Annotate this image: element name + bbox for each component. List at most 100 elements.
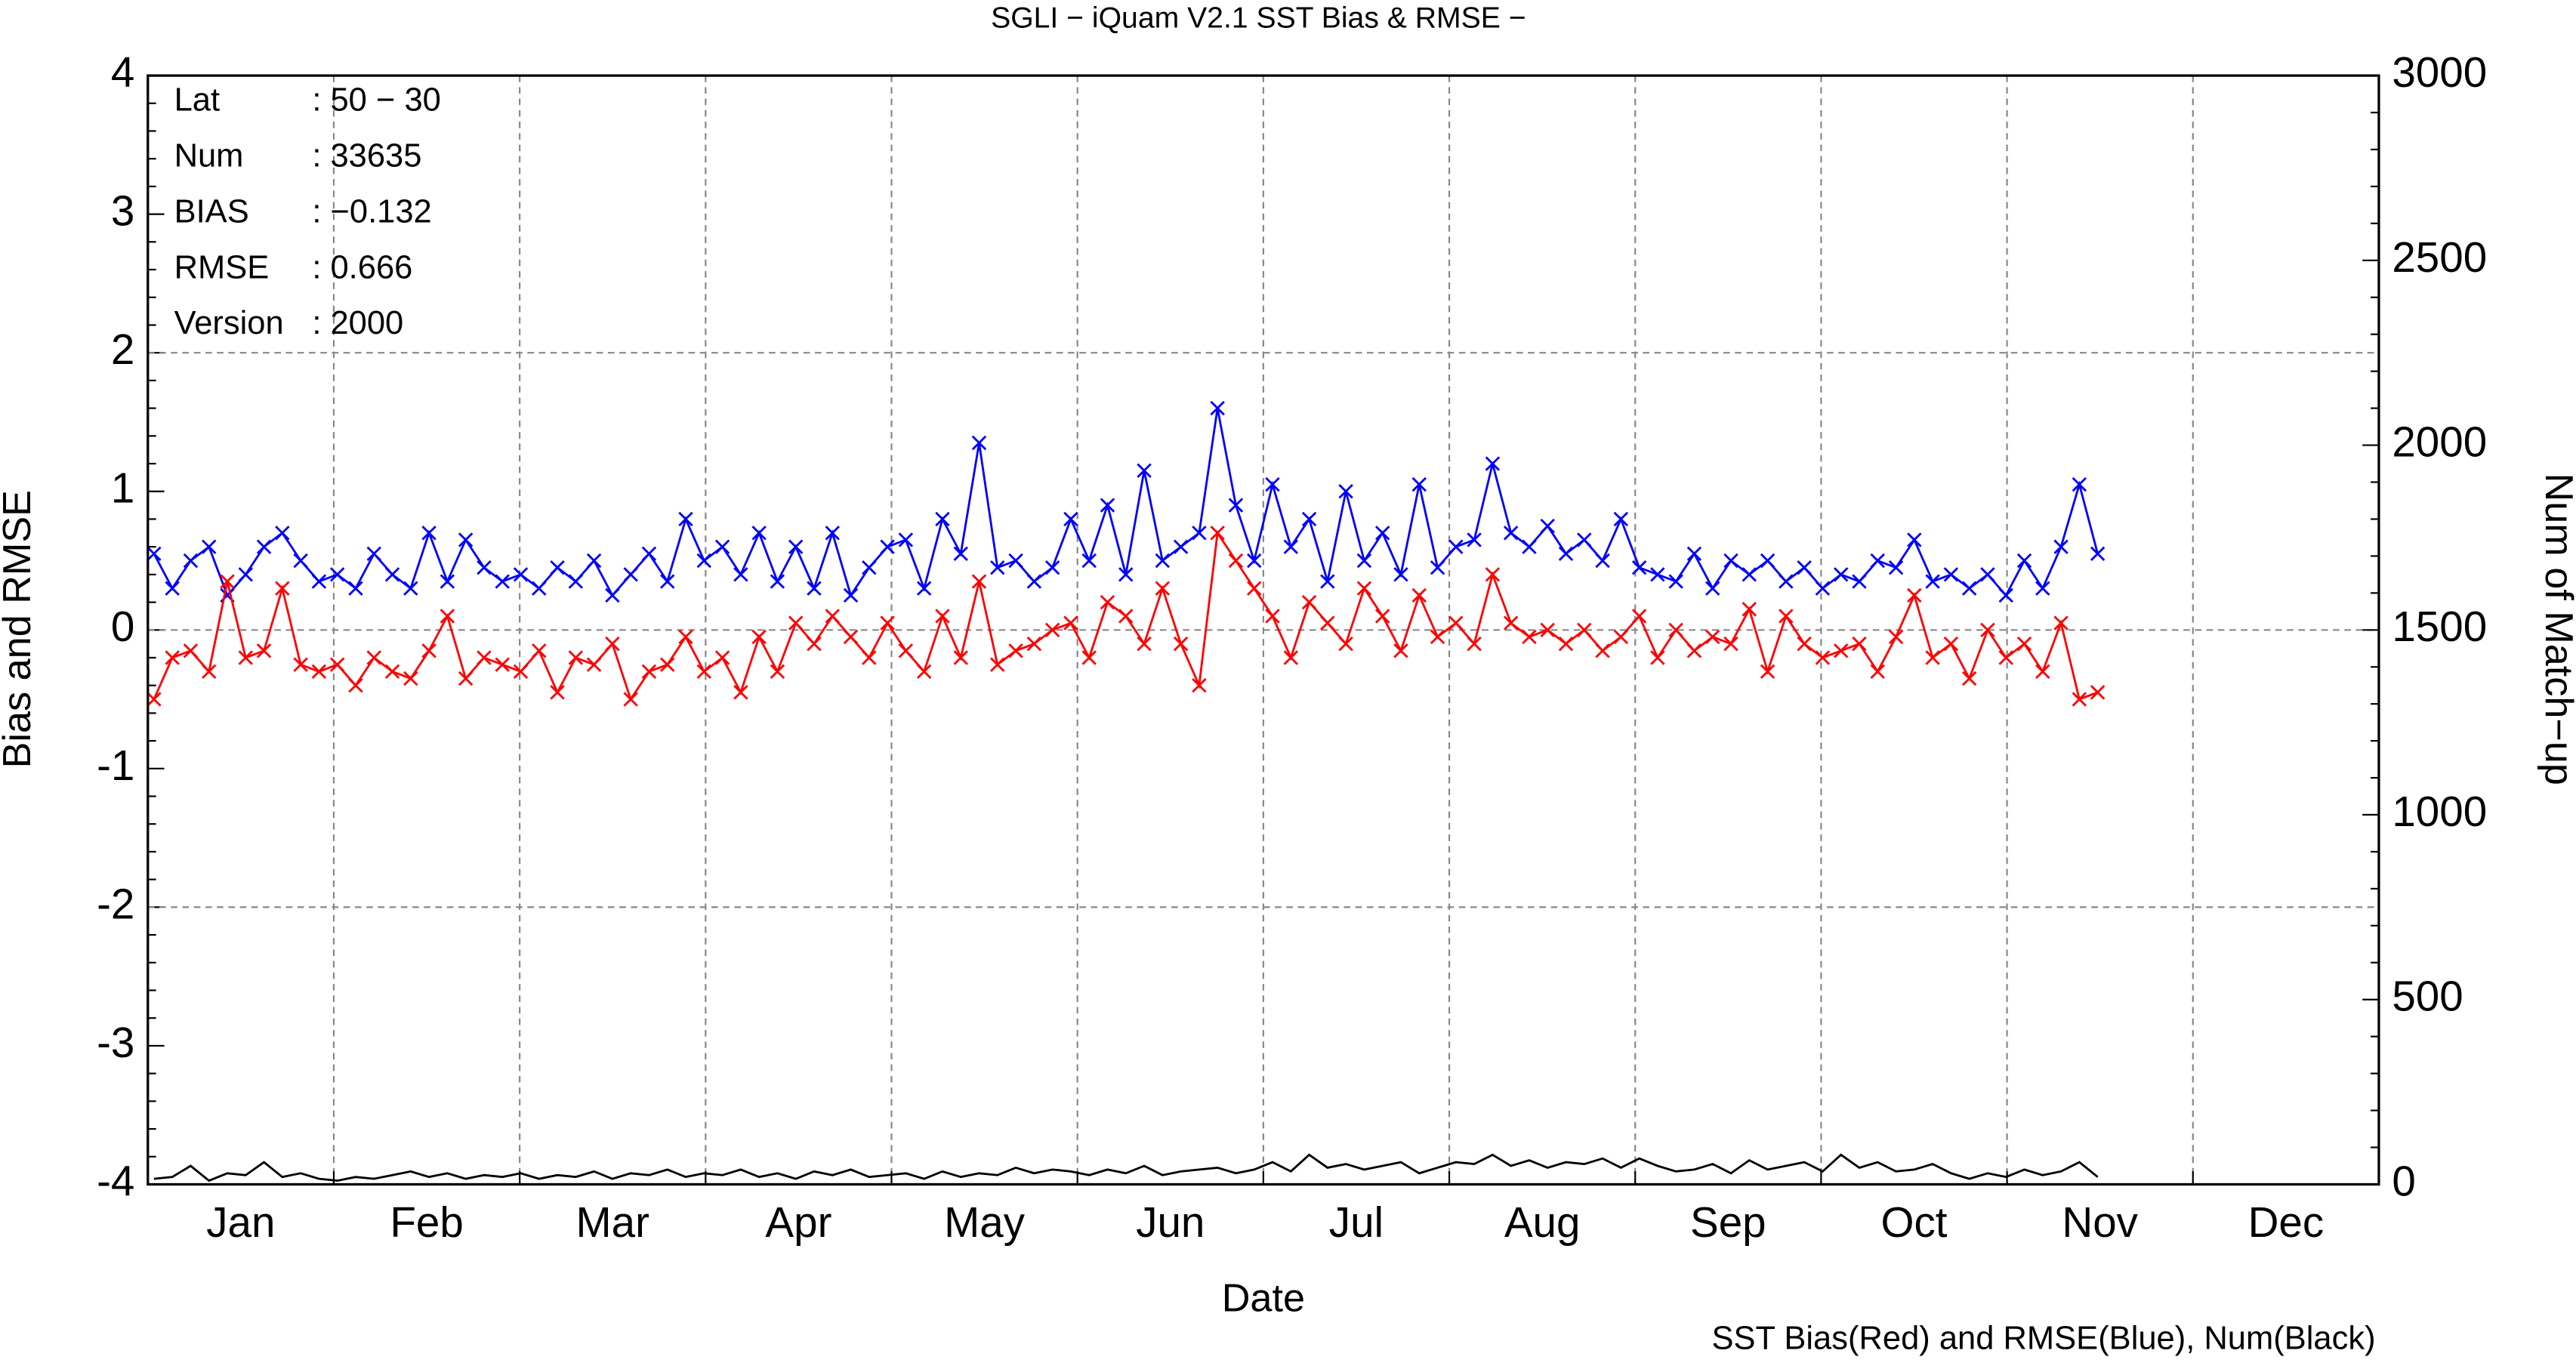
y-tick-label: -3: [97, 1019, 134, 1066]
data-point: [238, 567, 253, 582]
data-point: [1338, 636, 1353, 652]
data-point: [1540, 518, 1555, 534]
data-point: [1723, 553, 1738, 569]
data-point: [1668, 574, 1683, 589]
y-axis-label: Bias and RMSE: [0, 490, 39, 768]
data-point: [1320, 615, 1335, 631]
data-point: [1044, 560, 1060, 575]
y2-tick-label: 1500: [2392, 603, 2487, 650]
data-point: [1907, 532, 1922, 547]
x-tick-label: Apr: [765, 1198, 831, 1246]
info-value: : 50 − 30: [312, 82, 441, 118]
data-point: [1192, 677, 1207, 693]
data-point: [2072, 476, 2087, 492]
data-point: [935, 511, 950, 527]
data-point: [384, 664, 400, 680]
y-tick-label: 1: [111, 464, 134, 512]
data-point: [1100, 594, 1115, 610]
data-point: [1063, 511, 1078, 527]
x-tick-label: May: [944, 1198, 1026, 1246]
data-point: [660, 574, 675, 589]
data-point: [238, 650, 253, 665]
data-point: [220, 574, 235, 589]
data-point: [1631, 609, 1647, 624]
data-point: [751, 526, 767, 541]
data-point: [1356, 581, 1372, 596]
info-label: Lat: [174, 82, 220, 118]
x-tick-label: Jun: [1136, 1198, 1205, 1246]
data-point: [293, 657, 308, 672]
data-point: [935, 609, 950, 624]
data-point: [1411, 587, 1427, 603]
data-point: [1870, 553, 1885, 569]
data-point: [807, 581, 822, 596]
data-point: [1228, 498, 1244, 513]
data-point: [1980, 567, 1995, 582]
data-point: [953, 650, 968, 665]
info-value: : 2000: [312, 305, 403, 341]
data-point: [916, 664, 932, 680]
x-tick-label: Mar: [576, 1198, 649, 1246]
y2-tick-label: 500: [2392, 973, 2463, 1020]
y2-tick-label: 2500: [2392, 233, 2487, 281]
data-point: [1686, 546, 1702, 562]
y-tick-label: 4: [111, 48, 134, 96]
data-point: [1980, 622, 1995, 637]
data-point: [1192, 526, 1207, 541]
data-point: [1998, 650, 2013, 665]
data-point: [1448, 539, 1464, 554]
data-point: [421, 526, 437, 541]
data-point: [165, 650, 180, 665]
data-point: [1026, 636, 1042, 652]
data-point: [1081, 553, 1097, 569]
info-label: Num: [174, 137, 244, 174]
data-point: [1797, 636, 1812, 652]
data-point: [1247, 581, 1262, 596]
info-label: Version: [174, 305, 284, 341]
y-tick-label: 3: [111, 187, 134, 235]
data-point: [403, 671, 418, 686]
data-point: [1741, 602, 1757, 617]
data-point: [696, 553, 712, 569]
series-line: [153, 1153, 2099, 1182]
data-point: [183, 553, 199, 569]
data-point: [696, 664, 712, 680]
x-tick-label: Jan: [206, 1198, 275, 1246]
data-point: [202, 539, 217, 554]
data-point: [880, 615, 895, 631]
data-point: [477, 650, 492, 665]
data-point: [1356, 553, 1372, 569]
data-point: [825, 609, 840, 624]
data-point: [275, 526, 290, 541]
y-tick-label: 2: [111, 325, 134, 373]
data-point: [2035, 581, 2050, 596]
data-point: [2035, 664, 2050, 680]
data-point: [1888, 629, 1904, 645]
data-point: [1705, 629, 1720, 645]
data-point: [2053, 539, 2069, 554]
data-point: [1650, 567, 1665, 582]
data-point: [1393, 567, 1408, 582]
data-point: [2072, 692, 2087, 707]
x-tick-label: Aug: [1504, 1198, 1581, 1246]
data-point: [880, 539, 895, 554]
data-point: [1779, 609, 1794, 624]
data-point: [1044, 622, 1060, 637]
data-point: [1063, 615, 1078, 631]
y-tick-label: -4: [97, 1157, 134, 1204]
data-point: [1210, 400, 1225, 416]
data-point: [1943, 636, 1959, 652]
data-point: [183, 643, 199, 658]
data-point: [843, 587, 859, 603]
data-point: [1834, 567, 1849, 582]
data-point: [2016, 553, 2032, 569]
data-point: [147, 692, 162, 707]
data-point: [1852, 636, 1867, 652]
data-point: [678, 511, 693, 527]
data-point: [348, 581, 363, 596]
data-point: [1301, 511, 1317, 527]
data-point: [568, 574, 584, 589]
data-point: [311, 664, 327, 680]
data-point: [1320, 574, 1335, 589]
